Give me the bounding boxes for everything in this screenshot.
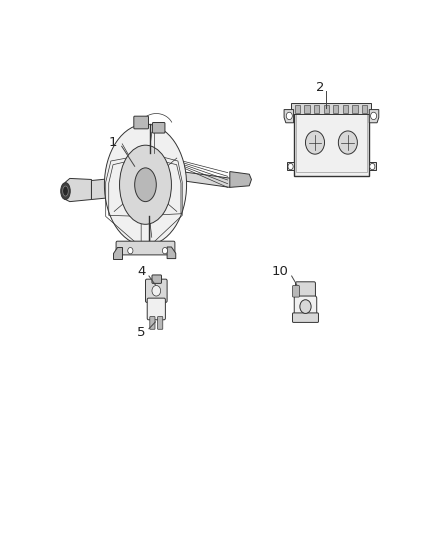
Text: 1: 1 xyxy=(109,136,117,149)
Ellipse shape xyxy=(63,186,68,196)
Circle shape xyxy=(286,112,292,119)
Polygon shape xyxy=(287,163,293,170)
FancyBboxPatch shape xyxy=(145,279,167,302)
Text: 2: 2 xyxy=(316,80,325,94)
FancyBboxPatch shape xyxy=(343,106,348,113)
Circle shape xyxy=(288,164,293,169)
Ellipse shape xyxy=(104,124,187,245)
FancyBboxPatch shape xyxy=(295,106,300,113)
Circle shape xyxy=(338,131,357,154)
FancyBboxPatch shape xyxy=(116,241,175,255)
FancyBboxPatch shape xyxy=(362,106,367,113)
FancyBboxPatch shape xyxy=(296,282,315,301)
Circle shape xyxy=(370,164,375,169)
FancyBboxPatch shape xyxy=(152,123,165,133)
Circle shape xyxy=(162,247,168,254)
Polygon shape xyxy=(66,179,92,201)
Polygon shape xyxy=(369,110,379,123)
FancyBboxPatch shape xyxy=(314,106,319,113)
FancyBboxPatch shape xyxy=(294,296,317,317)
Polygon shape xyxy=(92,175,145,199)
Circle shape xyxy=(152,286,161,296)
FancyBboxPatch shape xyxy=(293,286,300,297)
FancyBboxPatch shape xyxy=(152,275,162,284)
Ellipse shape xyxy=(134,168,156,201)
FancyBboxPatch shape xyxy=(147,298,166,320)
Text: 10: 10 xyxy=(271,265,288,278)
FancyBboxPatch shape xyxy=(291,103,371,114)
FancyBboxPatch shape xyxy=(134,116,148,129)
FancyBboxPatch shape xyxy=(304,106,310,113)
FancyBboxPatch shape xyxy=(293,104,369,175)
FancyBboxPatch shape xyxy=(158,317,163,329)
Polygon shape xyxy=(181,172,232,188)
Polygon shape xyxy=(284,110,293,123)
Circle shape xyxy=(305,131,325,154)
FancyBboxPatch shape xyxy=(150,317,155,329)
Polygon shape xyxy=(230,172,251,188)
Polygon shape xyxy=(167,247,176,259)
Polygon shape xyxy=(369,163,376,170)
Ellipse shape xyxy=(61,183,70,199)
FancyBboxPatch shape xyxy=(293,313,318,322)
FancyBboxPatch shape xyxy=(324,106,329,113)
FancyBboxPatch shape xyxy=(333,106,339,113)
Circle shape xyxy=(300,300,311,313)
Ellipse shape xyxy=(120,145,171,224)
Text: 4: 4 xyxy=(137,265,145,278)
Circle shape xyxy=(128,247,133,254)
FancyBboxPatch shape xyxy=(352,106,357,113)
Polygon shape xyxy=(113,247,122,259)
Circle shape xyxy=(371,112,377,119)
Text: 5: 5 xyxy=(137,326,145,339)
